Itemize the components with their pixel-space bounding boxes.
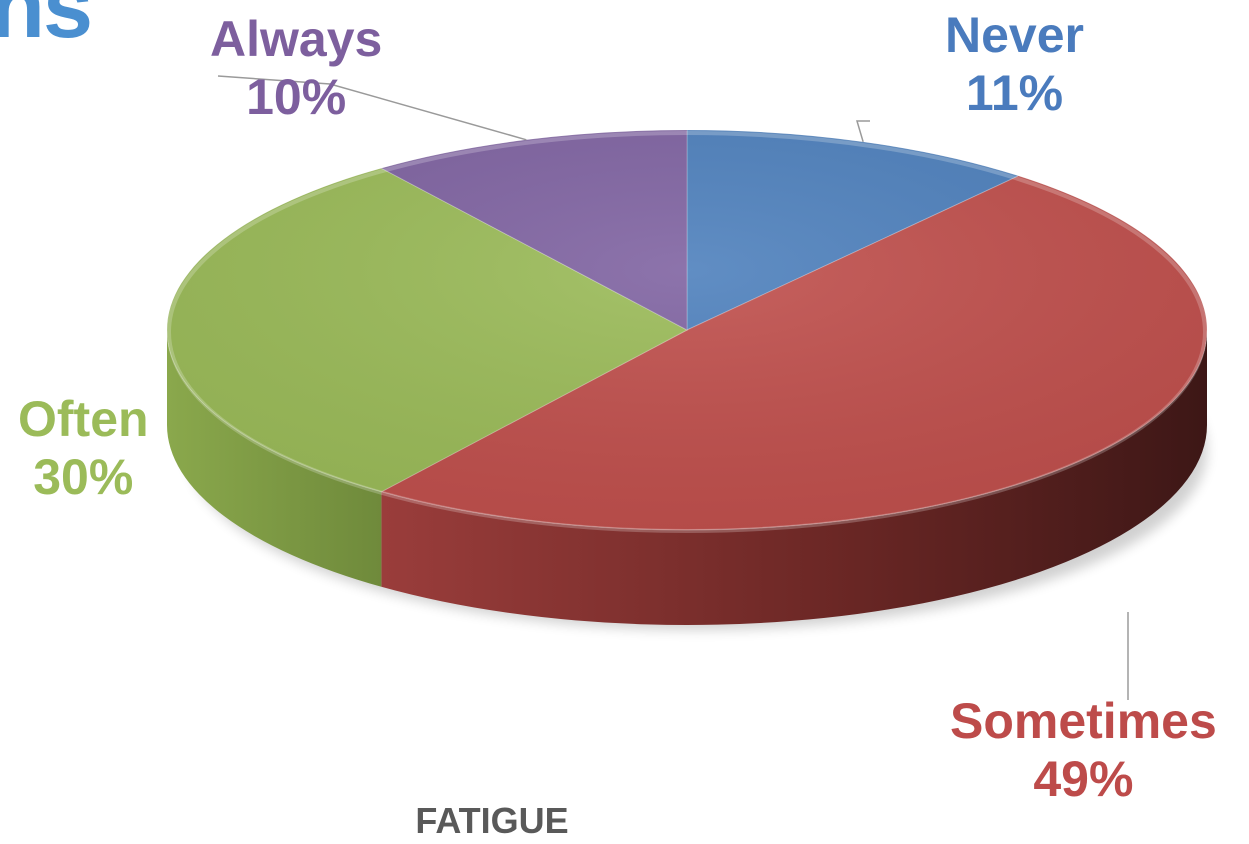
slice-category-never: Never [945, 7, 1084, 63]
slice-label-often: Often 30% [18, 390, 149, 506]
slice-category-sometimes: Sometimes [950, 693, 1217, 749]
slice-label-never: Never 11% [945, 6, 1084, 122]
slice-label-sometimes: Sometimes 49% [950, 692, 1217, 808]
pie-top-shine [167, 130, 1207, 530]
slice-category-often: Often [18, 391, 149, 447]
slice-percent-sometimes: 49% [1033, 751, 1134, 807]
slice-label-always: Always 10% [210, 10, 382, 126]
pie-wall-sometimes [381, 330, 1207, 626]
chart-title: FATIGUE [415, 800, 569, 841]
slice-percent-always: 10% [246, 69, 347, 125]
leader-line-never [855, 120, 870, 143]
slice-percent-never: 11% [965, 65, 1064, 121]
slice-category-always: Always [210, 11, 383, 67]
page-heading-fragment: ns [0, 0, 93, 57]
pie-rim-highlight [167, 131, 1207, 533]
leader-line-always [217, 75, 527, 141]
pie-wall-often [167, 330, 382, 587]
slice-percent-often: 30% [33, 449, 134, 505]
